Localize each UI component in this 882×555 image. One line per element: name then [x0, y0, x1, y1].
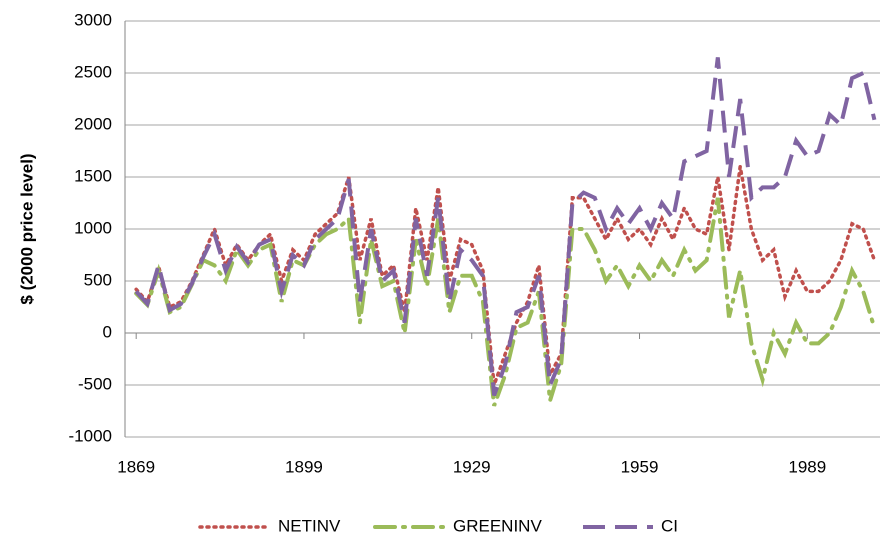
y-tick-label: 1500 — [74, 166, 112, 185]
legend-label: CI — [661, 516, 678, 535]
series-line — [134, 57, 877, 397]
y-tick-label: 1000 — [74, 218, 112, 237]
y-tick-label: 0 — [103, 322, 112, 341]
y-tick-label: 3000 — [74, 10, 112, 29]
x-tick-label: 1959 — [621, 457, 659, 476]
legend-label: NETINV — [278, 516, 341, 535]
y-tick-label: 500 — [84, 270, 112, 289]
series-line — [134, 166, 877, 386]
y-tick-label: -500 — [78, 374, 112, 393]
legend-label: GREENINV — [453, 516, 542, 535]
y-tick-label: 2500 — [74, 62, 112, 81]
y-tick-label: -1000 — [69, 426, 112, 445]
x-tick-label: 1869 — [117, 457, 155, 476]
x-tick-label: 1929 — [453, 457, 491, 476]
series-line — [134, 197, 877, 407]
x-tick-label: 1989 — [788, 457, 826, 476]
y-axis-label: $ (2000 price level) — [17, 153, 36, 304]
y-tick-label: 2000 — [74, 114, 112, 133]
x-tick-label: 1899 — [285, 457, 323, 476]
